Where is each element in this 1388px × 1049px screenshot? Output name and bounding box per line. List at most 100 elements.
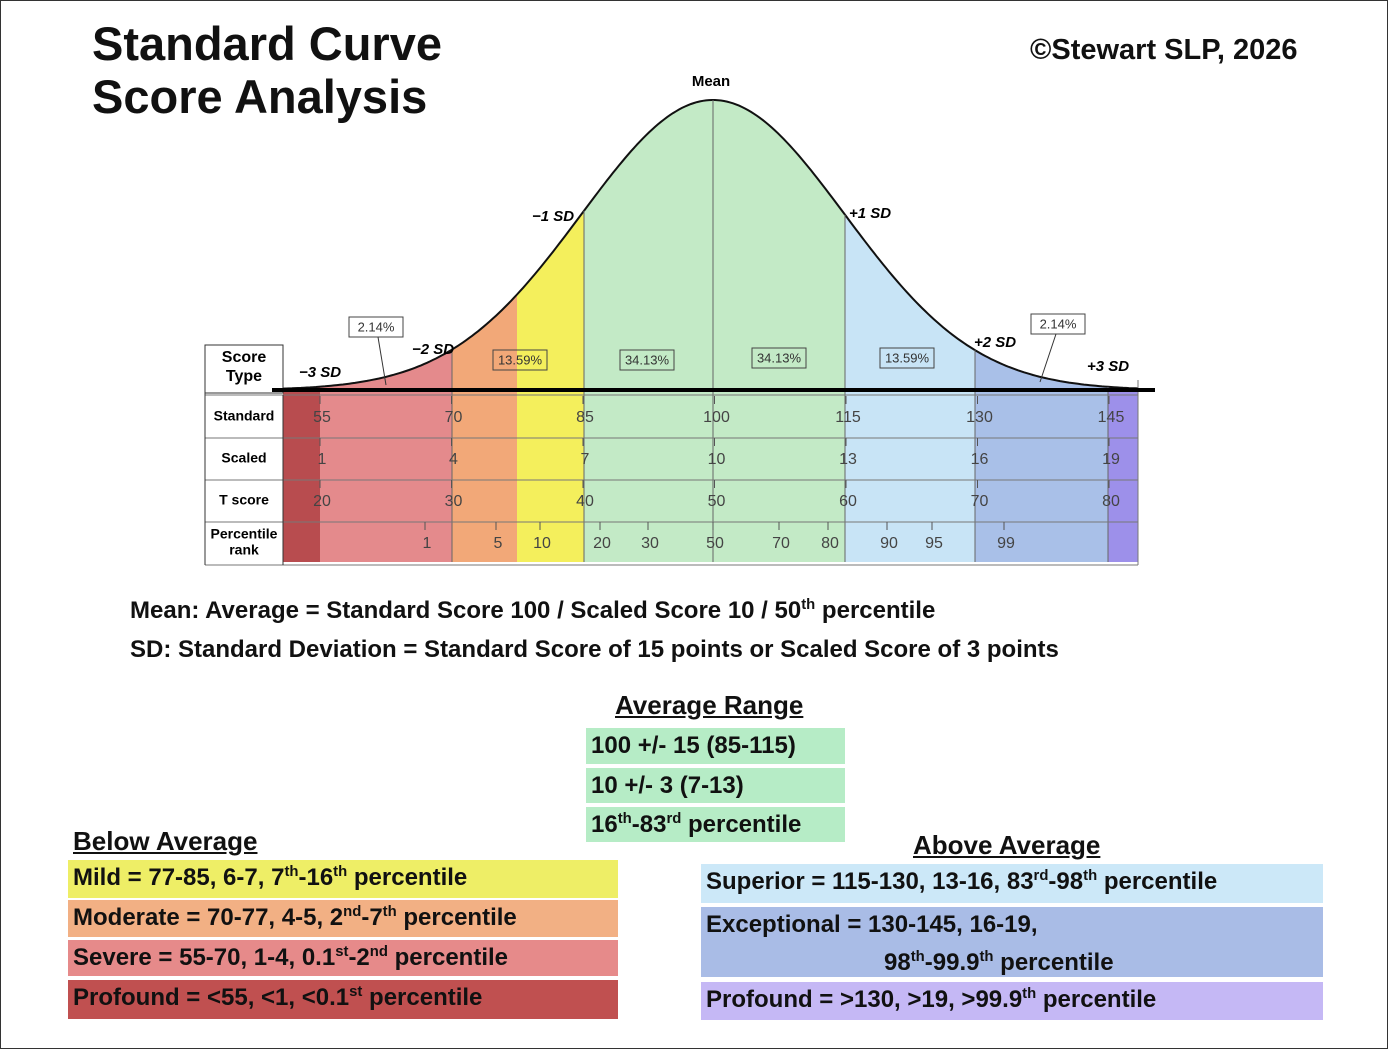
percent-label: 34.13% [757, 350, 802, 365]
row-label: Percentile [211, 526, 278, 542]
text-segment: -2 [348, 944, 370, 971]
superscript: th [617, 811, 632, 828]
sd-label: +2 SD [974, 334, 1016, 351]
row-label: Standard [214, 408, 275, 424]
superscript: st [349, 984, 363, 1001]
superscript: th [801, 597, 816, 614]
superscript: nd [369, 944, 388, 961]
text-segment: percentile [1036, 986, 1157, 1013]
range-text: 10 +/- 3 (7-13) [591, 772, 744, 800]
mean-label: Mean [692, 73, 730, 90]
percent-box [879, 347, 935, 369]
text-segment: percentile [815, 597, 936, 624]
score-value: 80 [1102, 493, 1120, 510]
score-value: 30 [641, 535, 659, 552]
superscript: th [284, 864, 299, 881]
range-text: Severe = 55-70, 1-4, 0.1st-2nd percentil… [73, 944, 508, 972]
percent-box [492, 349, 548, 371]
sd-label: −3 SD [299, 364, 341, 381]
text-segment: Mild = 77-85, 6-7, 7 [73, 864, 285, 891]
score-value: 99 [997, 535, 1015, 552]
text-segment: percentile [681, 811, 802, 838]
percent-box [1030, 313, 1086, 335]
score-value: 50 [706, 535, 724, 552]
text-segment: 100 +/- 15 (85-115) [591, 732, 796, 759]
note-line: SD: Standard Deviation = Standard Score … [130, 636, 1059, 664]
text-segment: percentile [1097, 868, 1218, 895]
superscript: rd [666, 811, 682, 828]
copyright: ©Stewart SLP, 2026 [1030, 34, 1298, 66]
range-text: Profound = >130, >19, >99.9th percentile [706, 986, 1156, 1014]
superscript: th [333, 864, 348, 881]
score-value: 20 [593, 535, 611, 552]
text-segment: Profound = >130, >19, >99.9 [706, 986, 1023, 1013]
sd-label: +1 SD [849, 205, 891, 222]
score-value: 70 [772, 535, 790, 552]
score-value: 7 [581, 451, 590, 468]
note-line: Mean: Average = Standard Score 100 / Sca… [130, 597, 935, 625]
score-value: 10 [708, 451, 726, 468]
score-value: 16 [971, 451, 989, 468]
percent-label: 34.13% [625, 352, 670, 367]
sd-label: −2 SD [412, 341, 454, 358]
color-band [845, 100, 975, 562]
percent-label: 13.59% [885, 350, 930, 365]
superscript: th [979, 949, 994, 966]
range-box: Profound = >130, >19, >99.9th percentile [701, 982, 1323, 1020]
range-box: 100 +/- 15 (85-115) [586, 728, 845, 764]
percent-label: 2.14% [1040, 316, 1077, 331]
text-segment: -83 [631, 811, 667, 838]
score-value: 13 [839, 451, 857, 468]
range-text: Mild = 77-85, 6-7, 7th-16th percentile [73, 864, 467, 892]
score-value: 10 [533, 535, 551, 552]
text-segment: percentile [362, 984, 483, 1011]
header-label: Score [222, 349, 267, 366]
text-segment: -16 [298, 864, 334, 891]
text-segment: -99.9 [924, 949, 980, 976]
row-label: rank [229, 542, 259, 558]
percent-label: 2.14% [358, 319, 395, 334]
header-label: Type [226, 368, 262, 385]
section-heading: Below Average [73, 826, 258, 856]
percent-label: 13.59% [498, 352, 543, 367]
range-text: Profound = <55, <1, <0.1st percentile [73, 984, 482, 1012]
text-segment: -7 [361, 904, 383, 931]
text-segment: 16 [591, 811, 618, 838]
range-text: Moderate = 70-77, 4-5, 2nd-7th percentil… [73, 904, 517, 932]
score-value: 1 [318, 451, 327, 468]
text-segment: percentile [396, 904, 517, 931]
text-segment: 98 [884, 949, 911, 976]
range-text: Exceptional = 130-145, 16-19, [706, 911, 1038, 939]
bell-curve [282, 99, 1139, 390]
color-band [975, 100, 1108, 562]
score-value: 1 [423, 535, 432, 552]
text-segment: -98 [1048, 868, 1084, 895]
score-value: 145 [1098, 409, 1125, 426]
superscript: st [335, 944, 349, 961]
row-label: Scaled [221, 450, 266, 466]
score-value: 115 [835, 409, 861, 426]
text-segment: Moderate = 70-77, 4-5, 2 [73, 904, 344, 931]
superscript: th [382, 904, 397, 921]
score-value: 70 [445, 409, 463, 426]
range-box: 10 +/- 3 (7-13) [586, 768, 845, 803]
color-band [517, 100, 584, 562]
range-box: Profound = <55, <1, <0.1st percentile [68, 980, 618, 1019]
pointer [1039, 333, 1057, 383]
text-segment: Superior = 115-130, 13-16, 83 [706, 868, 1034, 895]
text-segment: Severe = 55-70, 1-4, 0.1 [73, 944, 336, 971]
superscript: th [1022, 986, 1037, 1003]
text-segment: 10 +/- 3 (7-13) [591, 772, 744, 799]
percent-box [619, 349, 675, 371]
score-value: 19 [1102, 451, 1120, 468]
score-value: 5 [494, 535, 503, 552]
score-value: 4 [449, 451, 458, 468]
range-box: Moderate = 70-77, 4-5, 2nd-7th percentil… [68, 900, 618, 937]
superscript: th [910, 949, 925, 966]
score-value: 100 [703, 409, 730, 426]
superscript: th [1083, 868, 1098, 885]
pointer [377, 336, 387, 386]
range-text: Superior = 115-130, 13-16, 83rd-98th per… [706, 868, 1217, 896]
text-segment: Mean: Average = Standard Score 100 / Sca… [130, 597, 802, 624]
